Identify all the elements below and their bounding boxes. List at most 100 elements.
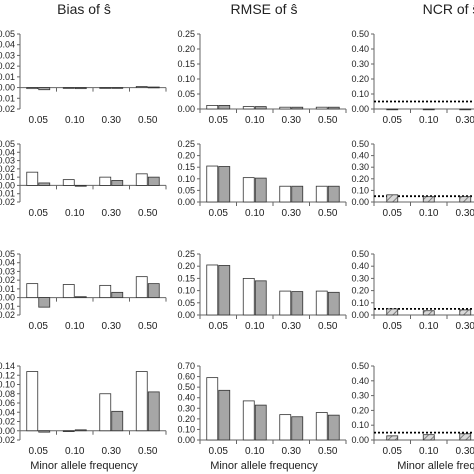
- bar-ncr: [459, 108, 472, 111]
- bar-ncr: [386, 435, 399, 441]
- x-tick-label: 0.05: [383, 208, 403, 219]
- y-tick-label: -0.01: [0, 189, 15, 199]
- bar-filled: [254, 280, 267, 316]
- panel-r2-c2: 0.250.200.150.100.050.000.05 0.10 0.30 0.50: [177, 139, 347, 219]
- y-tick-label: 0.05: [0, 249, 15, 259]
- x-axis-label-ncr: Minor allele frequency: [397, 460, 474, 472]
- y-tick-label: 0.70: [177, 361, 195, 371]
- y-tick-label: 0.04: [0, 407, 15, 417]
- x-tick-label: 0.05: [29, 321, 49, 332]
- y-tick-label: -0.02: [0, 435, 15, 445]
- y-tick-label: 0.05: [177, 89, 195, 99]
- x-tick-label: 0.30: [282, 208, 302, 219]
- bar-filled: [74, 429, 87, 432]
- panel-r4-c2: 0.700.600.500.400.300.200.100.000.05 0.10…: [177, 361, 347, 457]
- y-tick-label: 0.08: [0, 389, 15, 399]
- x-tick-label: 0.30: [282, 115, 302, 126]
- bar-ncr: [422, 108, 435, 111]
- x-tick-label: 0.10: [65, 115, 85, 126]
- y-tick-label: 0.30: [351, 162, 369, 172]
- y-tick-label: 0.20: [351, 74, 369, 84]
- y-tick-label: 0.20: [177, 44, 195, 54]
- bar-open: [206, 165, 219, 203]
- bar-filled: [147, 283, 160, 298]
- y-tick-label: 0.60: [177, 372, 195, 382]
- y-tick-label: 0.00: [0, 180, 15, 190]
- x-tick-label: 0.30: [102, 446, 122, 457]
- y-tick-label: 0.00: [177, 104, 195, 114]
- y-tick-label: 0.00: [177, 197, 195, 207]
- bar-ncr: [422, 434, 435, 441]
- bar-open: [135, 173, 148, 186]
- y-tick-label: 0.50: [177, 382, 195, 392]
- y-tick-label: 0.03: [0, 266, 15, 276]
- column-title-ncr: NCR of ŝ: [423, 1, 474, 17]
- y-tick-label: -0.01: [0, 301, 15, 311]
- bar-filled: [254, 106, 267, 110]
- y-tick-label: 0.02: [0, 61, 15, 71]
- x-tick-label: 0.50: [138, 321, 158, 332]
- bar-filled: [218, 265, 231, 316]
- bar-open: [135, 276, 148, 298]
- bar-filled: [291, 185, 304, 203]
- y-tick-label: 0.05: [0, 29, 15, 39]
- y-tick-label: 0.06: [0, 398, 15, 408]
- x-tick-label: 0.30: [102, 321, 122, 332]
- bar-filled: [291, 416, 304, 441]
- panel-r2-c1: 0.050.040.030.020.010.00-0.01-0.020.050.…: [0, 139, 167, 219]
- x-tick-label: 0.30: [102, 115, 122, 126]
- bar-open: [315, 185, 328, 203]
- panel-r4-c3: 0.500.400.300.200.100.000.050.100.300.50: [351, 361, 474, 457]
- column-title-rmse: RMSE of ŝ: [231, 1, 298, 17]
- bar-filled: [74, 296, 87, 298]
- bar-filled: [291, 291, 304, 316]
- x-tick-label: 0.10: [245, 321, 265, 332]
- y-tick-label: 0.10: [177, 74, 195, 84]
- bar-filled: [327, 106, 340, 110]
- x-tick-label: 0.30: [282, 321, 302, 332]
- bar-open: [279, 290, 292, 316]
- bar-open: [242, 277, 255, 316]
- bar-ncr: [459, 433, 472, 441]
- y-tick-label: 0.00: [351, 310, 369, 320]
- x-tick-label: 0.10: [419, 446, 439, 457]
- panel-r3-c3: 0.500.400.300.200.100.000.050.100.300.50: [351, 249, 474, 332]
- x-tick-label: 0.30: [456, 208, 474, 219]
- bar-open: [315, 290, 328, 316]
- x-tick-label: 0.30: [282, 446, 302, 457]
- y-tick-label: -0.02: [0, 197, 15, 207]
- x-tick-label: 0.05: [29, 115, 49, 126]
- panel-r3-c1: 0.050.040.030.020.010.00-0.01-0.020.050.…: [0, 249, 167, 332]
- panel-r1-c1: 0.050.040.030.020.010.00-0.01-0.020.050.…: [0, 29, 167, 126]
- bar-open: [99, 284, 112, 298]
- bar-filled: [74, 87, 87, 90]
- y-tick-label: 0.10: [177, 286, 195, 296]
- bar-open: [242, 400, 255, 441]
- bar-open: [279, 185, 292, 203]
- y-tick-label: 0.40: [351, 44, 369, 54]
- bar-open: [315, 106, 328, 110]
- bar-filled: [111, 410, 124, 432]
- bar-open: [99, 176, 112, 186]
- y-tick-label: 0.30: [177, 403, 195, 413]
- x-tick-label: 0.50: [318, 321, 338, 332]
- y-tick-label: 0.04: [0, 147, 15, 157]
- bar-filled: [218, 166, 231, 203]
- x-tick-label: 0.50: [318, 115, 338, 126]
- x-tick-label: 0.10: [419, 208, 439, 219]
- bar-open: [242, 177, 255, 203]
- y-tick-label: 0.10: [351, 185, 369, 195]
- y-tick-label: 0.30: [351, 59, 369, 69]
- y-tick-label: 0.15: [177, 273, 195, 283]
- y-tick-label: 0.00: [0, 426, 15, 436]
- y-tick-label: 0.02: [0, 164, 15, 174]
- y-tick-label: 0.05: [0, 139, 15, 149]
- panel-r1-c3: 0.500.400.300.200.100.000.050.100.300.50: [351, 29, 474, 126]
- y-tick-label: 0.05: [177, 298, 195, 308]
- y-tick-label: 0.25: [177, 249, 195, 259]
- y-tick-label: 0.15: [177, 162, 195, 172]
- bar-open: [26, 283, 39, 298]
- y-tick-label: 0.40: [351, 261, 369, 271]
- y-tick-label: 0.10: [351, 420, 369, 430]
- x-tick-label: 0.05: [383, 115, 403, 126]
